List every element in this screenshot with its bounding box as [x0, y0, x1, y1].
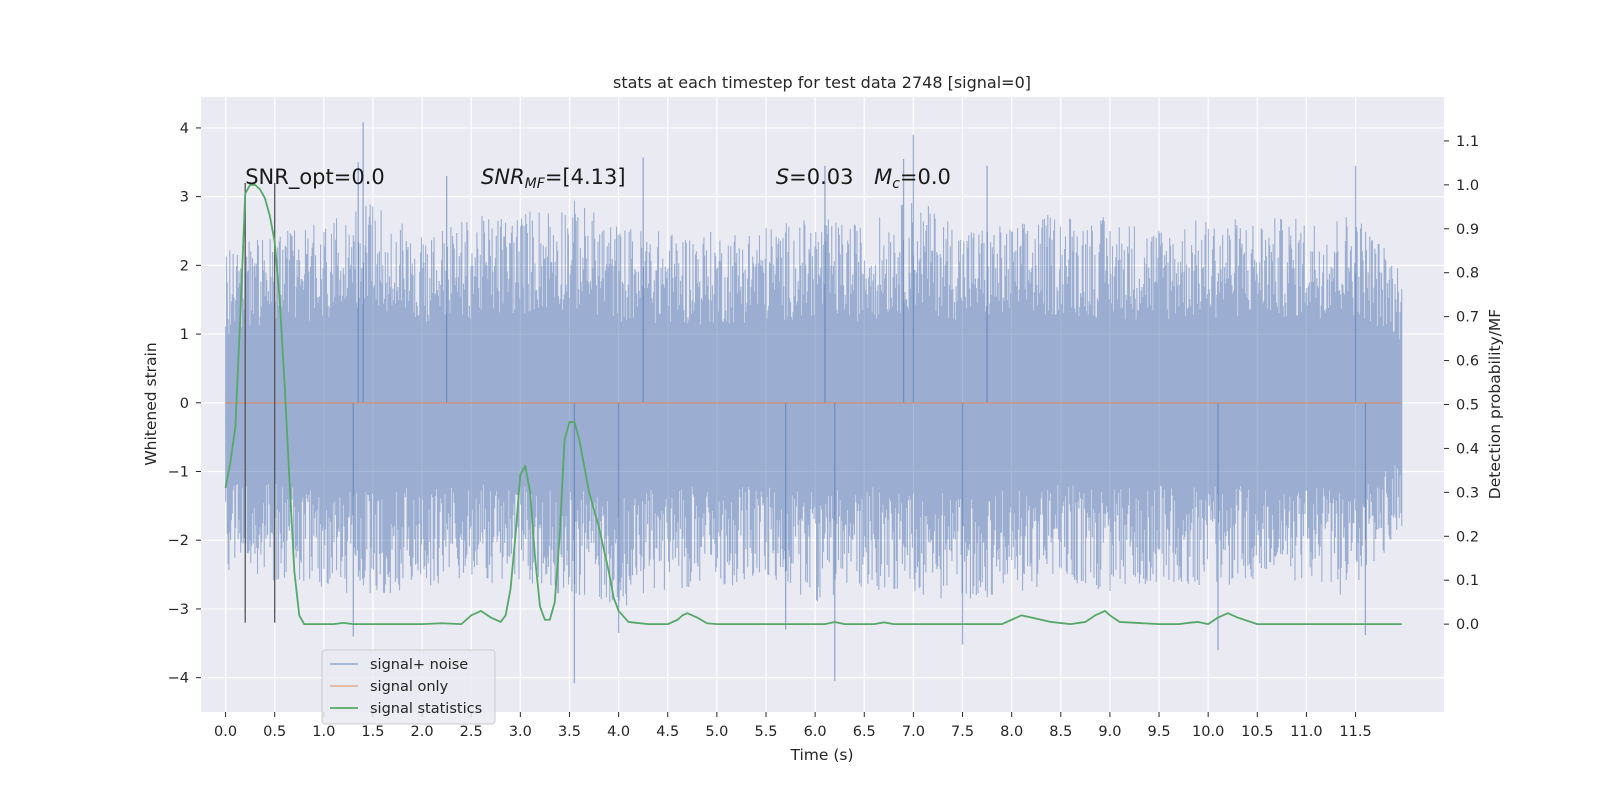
annotation-2: S=0.03 [776, 165, 854, 189]
y-left-tick-label-0: 4 [180, 121, 189, 137]
x-tick-label-11: 5.5 [754, 724, 777, 740]
legend-label-signal-statistics: signal statistics [370, 701, 482, 717]
x-tick-label-13: 6.5 [853, 724, 876, 740]
y-left-tick-label-7: −3 [168, 602, 189, 618]
x-tick-labels: 0.0 0.5 1.0 1.5 2.0 2.5 3.0 3.5 4.0 4.5 5.0 5.5 6.0 6… [214, 712, 1372, 740]
y-right-tick-label-9: 0.2 [1456, 529, 1479, 545]
y-right-tick-label-8: 0.3 [1456, 485, 1479, 501]
y-right-tick-label-1: 1.0 [1456, 178, 1479, 194]
x-tick-label-1: 0.5 [263, 724, 286, 740]
legend-label-signal-noise: signal+ noise [370, 657, 468, 673]
y-right-tick-label-3: 0.8 [1456, 266, 1479, 282]
x-tick-label-23: 11.5 [1339, 724, 1371, 740]
y-axis-left-label: Whitened strain [142, 342, 160, 465]
signal-statistics-line [224, 183, 1402, 626]
x-tick-label-17: 8.5 [1049, 724, 1072, 740]
x-axis-label: Time (s) [789, 746, 853, 764]
annotation-3: Mc=0.0 [874, 165, 951, 192]
y-right-tick-label-5: 0.6 [1456, 354, 1479, 370]
y-right-tick-label-7: 0.4 [1456, 441, 1479, 457]
y-right-tick-label-10: 0.1 [1456, 573, 1479, 589]
x-tick-label-3: 1.5 [361, 724, 384, 740]
y-right-tick-label-11: 0.0 [1456, 617, 1479, 633]
y-right-tick-label-6: 0.5 [1456, 398, 1479, 414]
x-tick-label-22: 11.0 [1290, 724, 1322, 740]
annotation-1: SNRMF=[4.13] [481, 165, 626, 192]
legend-box [321, 649, 496, 725]
annotation-0: SNR_opt=0.0 [245, 165, 385, 190]
chart-title: stats at each timestep for test data 274… [613, 73, 1031, 92]
x-tick-label-20: 10.0 [1192, 724, 1224, 740]
annotation-3-rest: =0.0 [900, 165, 951, 189]
y-left-tick-label-2: 2 [180, 258, 189, 274]
marker-layer [244, 182, 276, 623]
annotation-3-main: M [874, 165, 892, 189]
x-tick-label-2: 1.0 [312, 724, 335, 740]
x-tick-label-21: 10.5 [1241, 724, 1273, 740]
annot-layer: SNR_opt=0.0 SNRMF=[4.13] S=0.03 Mc=0.0 [245, 165, 951, 192]
x-tick-label-0: 0.0 [214, 724, 237, 740]
legend: signal+ noise signal only signal statist… [321, 649, 496, 725]
y-right-tick-label-4: 0.7 [1456, 310, 1479, 326]
noise-trace [225, 200, 1403, 606]
annotation-1-rest: =[4.13] [545, 165, 626, 189]
x-tick-label-19: 9.5 [1148, 724, 1171, 740]
annotation-2-rest: =0.03 [789, 165, 853, 189]
y-left-tick-label-6: −2 [168, 533, 189, 549]
legend-label-signal-only: signal only [370, 679, 449, 695]
x-tick-label-15: 7.5 [951, 724, 974, 740]
annotation-1-sub: MF [525, 176, 546, 192]
x-tick-label-18: 9.0 [1098, 724, 1121, 740]
y-right-tick-label-0: 1.1 [1456, 134, 1479, 150]
x-tick-label-16: 8.0 [1000, 724, 1023, 740]
y-axis-right-label: Detection probability/MF [1486, 309, 1504, 500]
y-left-tick-labels: 4 3 2 1 0 −1 −2 −3 −4 [168, 121, 201, 687]
x-tick-label-6: 3.0 [509, 724, 532, 740]
y-left-tick-label-4: 0 [180, 396, 189, 412]
stats-layer [224, 183, 1402, 626]
annotation-2-main: S [776, 165, 789, 189]
y-left-tick-label-5: −1 [168, 464, 189, 480]
noise-layer [225, 122, 1403, 684]
annotation-3-sub: c [892, 176, 900, 192]
y-left-tick-label-1: 3 [180, 190, 189, 206]
x-tick-label-4: 2.0 [411, 724, 434, 740]
annotation-1-main: SNR [481, 165, 525, 189]
x-tick-label-9: 4.5 [656, 724, 679, 740]
x-tick-label-8: 4.0 [607, 724, 630, 740]
x-tick-label-7: 3.5 [558, 724, 581, 740]
x-tick-label-10: 5.0 [705, 724, 728, 740]
y-left-tick-label-3: 1 [180, 327, 189, 343]
x-tick-label-12: 6.0 [804, 724, 827, 740]
y-right-tick-label-2: 0.9 [1456, 222, 1479, 238]
y-right-tick-labels: 1.1 1.0 0.9 0.8 0.7 0.6 0.5 0.4 0.3 0.2 0.1 0.0 [1444, 134, 1479, 633]
y-left-tick-label-8: −4 [168, 671, 189, 687]
x-tick-label-5: 2.5 [460, 724, 483, 740]
x-tick-label-14: 7.0 [902, 724, 925, 740]
